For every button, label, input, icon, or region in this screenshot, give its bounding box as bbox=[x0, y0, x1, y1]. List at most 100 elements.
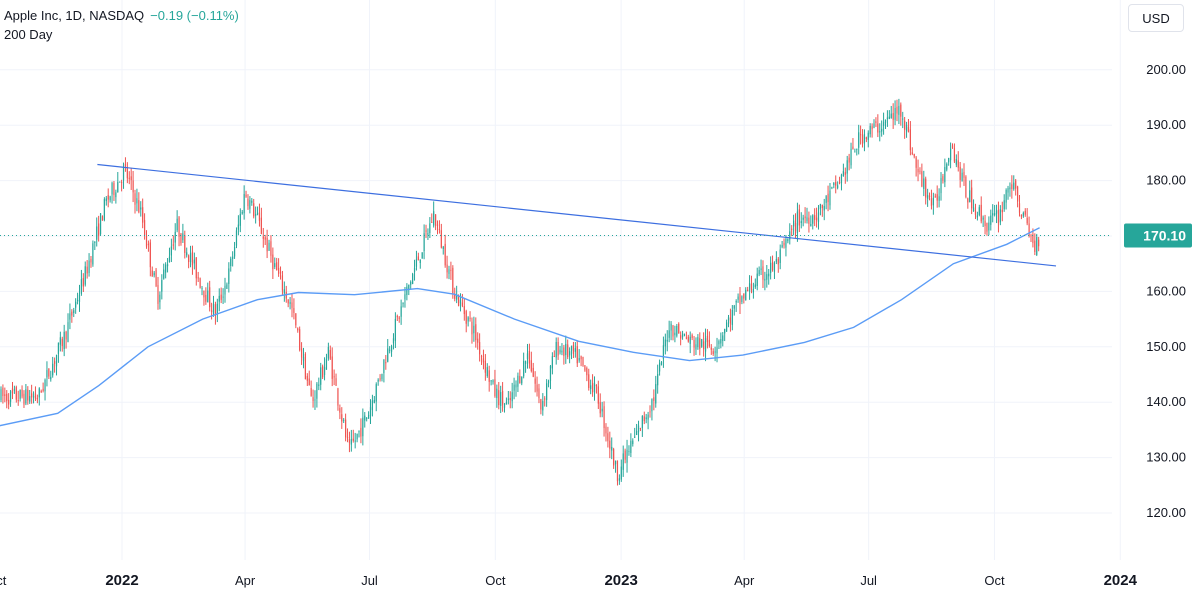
candle-body bbox=[314, 399, 316, 401]
candle-body bbox=[1026, 217, 1028, 224]
candle-body bbox=[915, 157, 917, 168]
currency-button[interactable]: USD bbox=[1128, 4, 1184, 32]
candle-body bbox=[268, 242, 270, 251]
candle-body bbox=[444, 243, 446, 266]
candle-body bbox=[300, 348, 303, 358]
candle-body bbox=[180, 233, 182, 244]
candle-body bbox=[791, 228, 793, 230]
candle-body bbox=[482, 358, 485, 363]
candle-body bbox=[651, 399, 653, 412]
candle-body bbox=[802, 217, 804, 220]
candle-body bbox=[452, 267, 454, 294]
candle-body bbox=[944, 167, 946, 183]
candle-body bbox=[283, 289, 285, 294]
candle-body bbox=[789, 231, 791, 240]
candle-body bbox=[894, 107, 896, 120]
candle-body bbox=[235, 230, 238, 246]
candle-body bbox=[170, 246, 172, 256]
candle-body bbox=[848, 157, 850, 163]
candle-body bbox=[345, 419, 347, 438]
candle-body bbox=[858, 132, 860, 148]
candle-body bbox=[509, 398, 511, 401]
candle-body bbox=[440, 230, 442, 248]
candle-body bbox=[413, 267, 416, 273]
candle-body bbox=[121, 182, 123, 184]
candle-body bbox=[350, 439, 352, 445]
candle-body bbox=[195, 257, 197, 279]
candle-body bbox=[775, 259, 777, 262]
candle-body bbox=[36, 397, 38, 400]
candle-body bbox=[214, 304, 217, 316]
x-tick-label: Oct bbox=[0, 573, 7, 588]
candle-body bbox=[90, 258, 92, 263]
candle-body bbox=[591, 383, 594, 393]
candle-body bbox=[752, 289, 754, 293]
candle-body bbox=[415, 259, 418, 267]
candle-body bbox=[201, 288, 203, 290]
candle-body bbox=[680, 335, 682, 339]
candle-body bbox=[997, 209, 1000, 224]
candle-body bbox=[40, 391, 42, 393]
x-tick-label: Jul bbox=[361, 573, 378, 588]
candle-body bbox=[69, 313, 71, 320]
x-tick-label: Jul bbox=[860, 573, 877, 588]
time-axis[interactable]: Oct 2022 Apr Jul Oct 2023 Apr Jul Oct 2024 bbox=[0, 572, 1138, 589]
candle-body bbox=[212, 303, 215, 314]
candle-body bbox=[647, 414, 649, 420]
candle-body bbox=[1022, 212, 1024, 217]
candle-body bbox=[549, 366, 552, 381]
candle-body bbox=[142, 207, 144, 223]
candle-body bbox=[582, 356, 584, 366]
price-axis[interactable]: 120.00130.00140.00150.00160.00170.00180.… bbox=[1146, 62, 1186, 520]
candle-body bbox=[434, 214, 437, 226]
candle-body bbox=[251, 200, 253, 203]
candle-body bbox=[50, 376, 52, 380]
candle-body bbox=[84, 266, 86, 285]
candle-body bbox=[720, 339, 722, 344]
candle-body bbox=[463, 306, 465, 315]
candle-body bbox=[343, 419, 345, 421]
y-tick-label: 200.00 bbox=[1146, 62, 1186, 77]
candle-body bbox=[23, 393, 25, 405]
candle-body bbox=[624, 450, 626, 460]
candle-body bbox=[178, 217, 180, 237]
candle-body bbox=[710, 347, 712, 350]
x-tick-label: Apr bbox=[235, 573, 256, 588]
candle-body bbox=[593, 382, 596, 393]
candle-body bbox=[82, 278, 84, 287]
candle-body bbox=[846, 160, 848, 174]
candle-body bbox=[224, 285, 226, 295]
candle-body bbox=[639, 427, 642, 429]
candle-body bbox=[172, 244, 174, 246]
candle-body bbox=[373, 400, 375, 403]
candle-body bbox=[898, 106, 900, 115]
candle-body bbox=[486, 367, 488, 377]
candle-body bbox=[78, 294, 81, 302]
indicator-label[interactable]: 200 Day bbox=[4, 27, 53, 42]
candle-body bbox=[124, 163, 127, 167]
candle-body bbox=[17, 400, 19, 402]
candle-body bbox=[308, 378, 310, 386]
candle-body bbox=[389, 349, 391, 351]
candle-body bbox=[276, 262, 278, 271]
candle-body bbox=[86, 266, 88, 274]
candle-body bbox=[32, 396, 35, 398]
candle-body bbox=[951, 145, 954, 149]
candle-body bbox=[553, 356, 555, 358]
candle-body bbox=[480, 356, 483, 358]
candle-body bbox=[245, 194, 247, 197]
candle-body bbox=[270, 241, 272, 256]
candle-body bbox=[241, 212, 243, 214]
candle-body bbox=[423, 233, 425, 252]
candle-body bbox=[697, 337, 699, 348]
candle-body bbox=[448, 269, 450, 274]
symbol-title[interactable]: Apple Inc, 1D, NASDAQ bbox=[4, 8, 145, 23]
candle-body bbox=[833, 182, 835, 185]
candle-body bbox=[302, 356, 305, 361]
candle-body bbox=[166, 264, 169, 267]
candle-body bbox=[994, 213, 996, 216]
candle-body bbox=[513, 384, 515, 391]
x-tick-label: Oct bbox=[485, 573, 506, 588]
candle-body bbox=[835, 181, 837, 186]
